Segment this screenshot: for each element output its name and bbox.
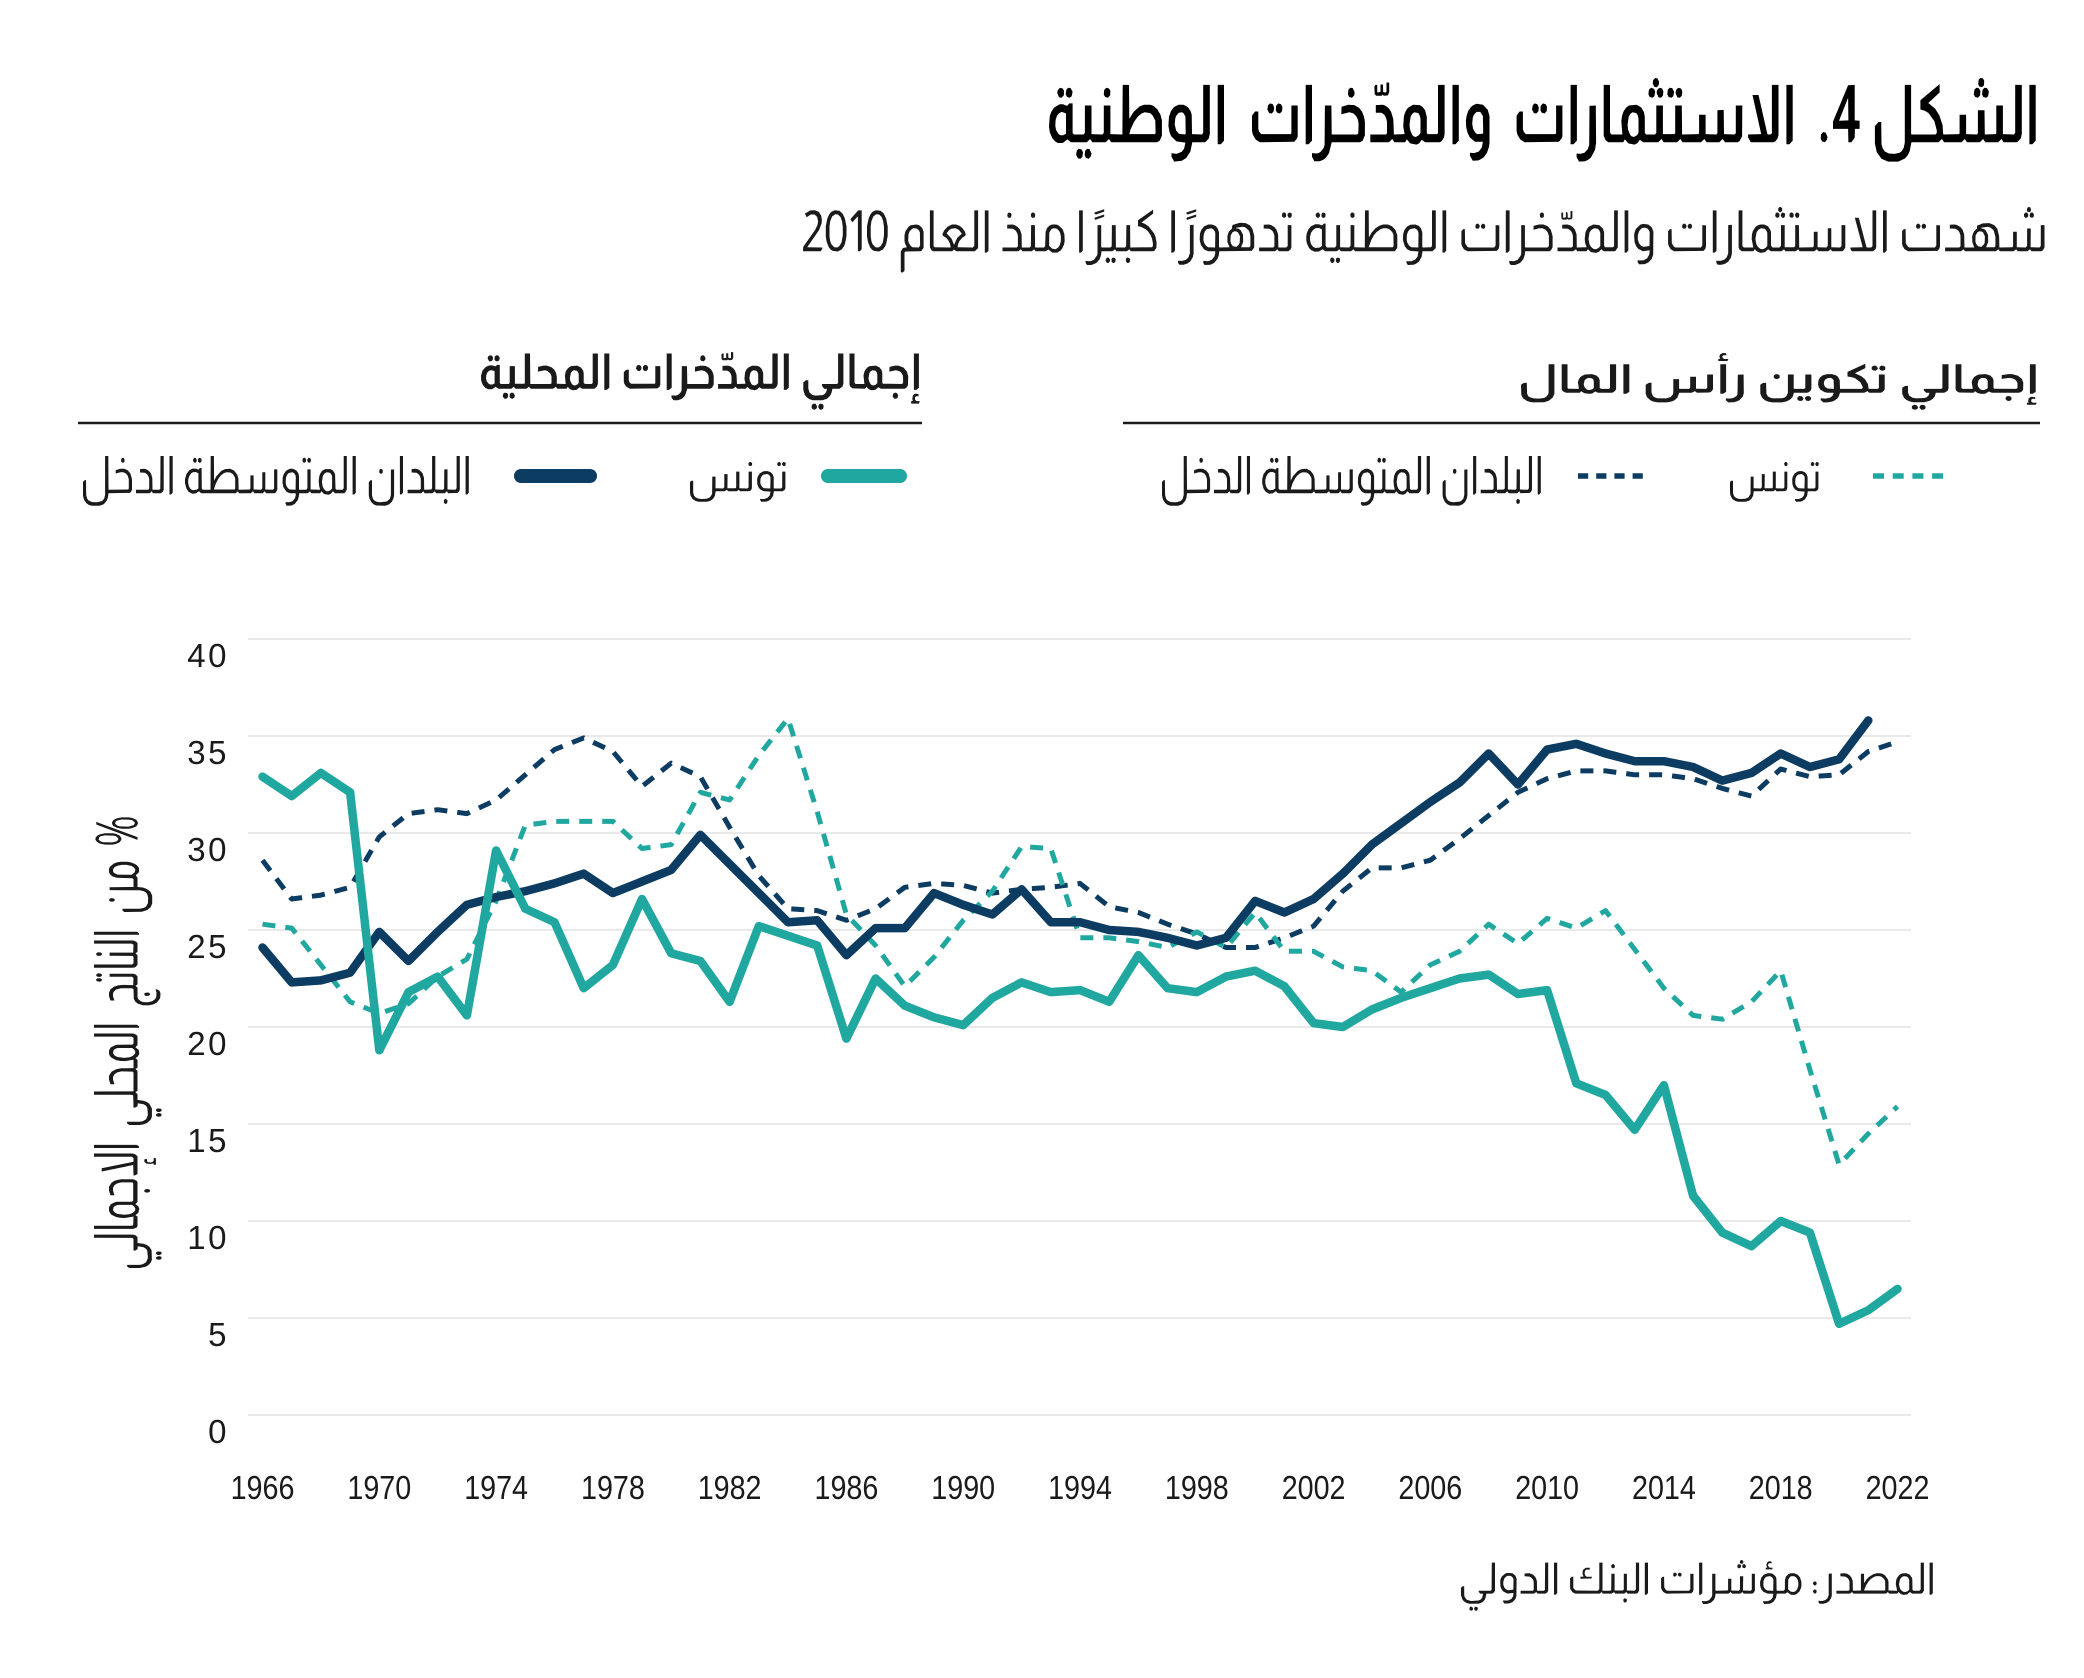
svg-text:5: 5 xyxy=(208,1316,229,1353)
svg-text:30: 30 xyxy=(187,831,229,868)
svg-text:1994: 1994 xyxy=(1048,1469,1112,1506)
svg-text:15: 15 xyxy=(187,1122,229,1159)
svg-text:2006: 2006 xyxy=(1398,1469,1462,1506)
svg-text:1970: 1970 xyxy=(347,1469,411,1506)
svg-text:2010: 2010 xyxy=(1515,1469,1579,1506)
svg-text:1986: 1986 xyxy=(814,1469,878,1506)
svg-text:35: 35 xyxy=(187,734,229,771)
svg-text:1974: 1974 xyxy=(464,1469,528,1506)
svg-text:1990: 1990 xyxy=(931,1469,995,1506)
svg-text:2018: 2018 xyxy=(1749,1469,1813,1506)
svg-text:25: 25 xyxy=(187,928,229,965)
svg-text:20: 20 xyxy=(187,1025,229,1062)
svg-text:1978: 1978 xyxy=(581,1469,645,1506)
svg-text:0: 0 xyxy=(208,1413,229,1450)
svg-text:10: 10 xyxy=(187,1219,229,1256)
svg-text:2022: 2022 xyxy=(1866,1469,1930,1506)
svg-text:1966: 1966 xyxy=(231,1469,295,1506)
svg-text:2014: 2014 xyxy=(1632,1469,1696,1506)
svg-text:40: 40 xyxy=(187,637,229,674)
svg-text:1982: 1982 xyxy=(698,1469,762,1506)
svg-text:2002: 2002 xyxy=(1282,1469,1346,1506)
svg-text:1998: 1998 xyxy=(1165,1469,1229,1506)
